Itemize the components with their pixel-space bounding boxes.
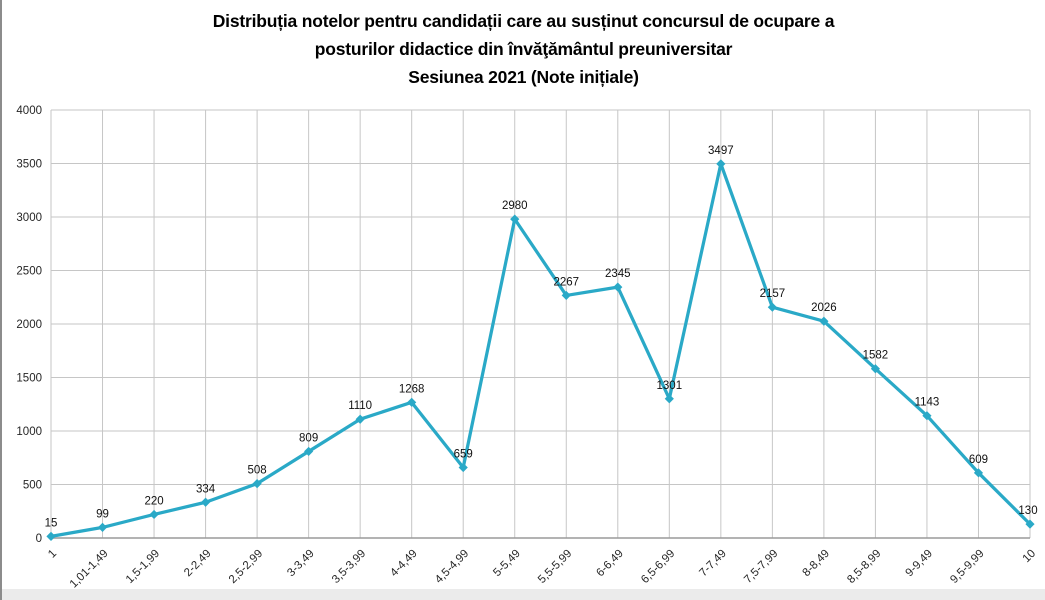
x-tick-label: 5,5-5,99 [536,548,574,586]
data-point-label: 130 [1018,505,1037,517]
data-point-label: 609 [969,454,988,466]
x-tick-label: 1 [46,548,59,561]
y-tick-label: 3000 [16,212,42,224]
y-tick-label: 4000 [16,105,42,117]
data-point-marker [46,531,56,541]
data-point-marker [870,364,881,374]
data-point-marker [304,446,314,457]
data-point-label: 1268 [399,383,425,395]
data-point-marker [407,397,417,407]
data-point-marker [767,302,777,312]
data-point-marker [458,462,468,473]
y-tick-label: 2500 [16,266,42,278]
y-tick-label: 2000 [16,319,42,331]
data-point-marker [819,316,829,326]
x-tick-label: 9-9,49 [904,548,936,580]
gridlines [50,109,1031,538]
x-tick-label: 4-4,49 [388,548,420,580]
y-tick-label: 500 [23,480,42,492]
y-tick-label: 1500 [16,373,42,385]
chart-title-line-2: posturilor didactice din învăţământul pr… [314,39,733,59]
data-point-label: 99 [96,508,109,520]
x-tick-label: 1,01-1,49 [68,548,111,591]
data-point-label: 2157 [760,288,786,300]
x-tick-label: 3,5-3,99 [330,548,368,586]
y-tick-label: 0 [36,533,42,545]
data-point-label: 1582 [863,350,889,362]
data-point-label: 508 [248,465,267,477]
data-point-marker [355,414,365,424]
chart-title: Distribuția notelor pentru candidații ca… [2,7,1045,91]
x-tick-label: 4,5-4,99 [433,548,471,586]
x-tick-label: 6,5-6,99 [639,548,677,586]
data-point-marker [510,214,520,224]
x-tick-label: 7,5-7,99 [742,548,780,586]
x-tick-label: 2,5-2,99 [227,548,265,586]
data-point-label: 220 [144,495,163,507]
data-series [46,159,1035,541]
data-point-marker [561,290,571,301]
data-point-label: 2345 [605,268,631,280]
data-point-marker [1025,519,1035,529]
bottom-window-strip [2,589,1045,600]
data-point-label: 2980 [502,200,528,212]
x-tick-label: 2-2,49 [182,548,214,580]
data-point-marker [149,509,159,520]
chart-title-line-3: Sesiunea 2021 (Note inițiale) [408,67,639,87]
y-axis-tick-labels: 0 500 1000 1500 2000 2500 3000 3500 4000 [16,105,42,545]
data-point-label: 1143 [915,397,940,409]
data-point-labels: 15 99 220 334 508 809 1110 1268 659 2980 2267 2345 1… [45,145,1038,530]
x-tick-label: 5-5,49 [491,548,523,580]
x-tick-label: 10 [1021,548,1039,566]
y-tick-label: 3500 [16,159,42,171]
data-point-marker [613,282,623,292]
x-tick-label: 6-6,49 [594,548,626,580]
data-point-label: 2026 [811,302,837,314]
x-axis-tick-labels: 1 1,01-1,49 1,5-1,99 2-2,49 2,5-2,99 3-3,49 3,… [46,548,1038,591]
data-point-label: 1110 [348,400,372,412]
data-point-marker [97,522,108,533]
x-tick-label: 1,5-1,99 [124,548,162,586]
data-point-marker [200,497,211,507]
data-point-marker [716,159,726,169]
data-point-label: 3497 [708,145,734,157]
data-point-label: 15 [45,517,58,529]
data-point-marker [252,479,262,489]
x-tick-label: 9,5-9,99 [948,548,986,586]
x-tick-label: 8,5-8,99 [845,548,883,586]
data-point-label: 2267 [553,276,579,288]
data-point-marker [973,468,984,478]
series-line [49,162,1032,539]
data-point-label: 659 [454,448,473,460]
chart-title-line-1: Distribuția notelor pentru candidații ca… [212,11,835,31]
x-tick-label: 3-3,49 [285,548,317,580]
x-tick-label: 7-7,49 [697,548,729,580]
data-point-marker [664,394,674,404]
data-point-label: 1301 [657,380,683,392]
y-tick-label: 1000 [16,426,42,438]
data-point-label: 809 [299,432,318,444]
x-tick-label: 8-8,49 [800,548,832,580]
data-point-marker [922,411,932,421]
data-point-label: 334 [196,483,216,495]
